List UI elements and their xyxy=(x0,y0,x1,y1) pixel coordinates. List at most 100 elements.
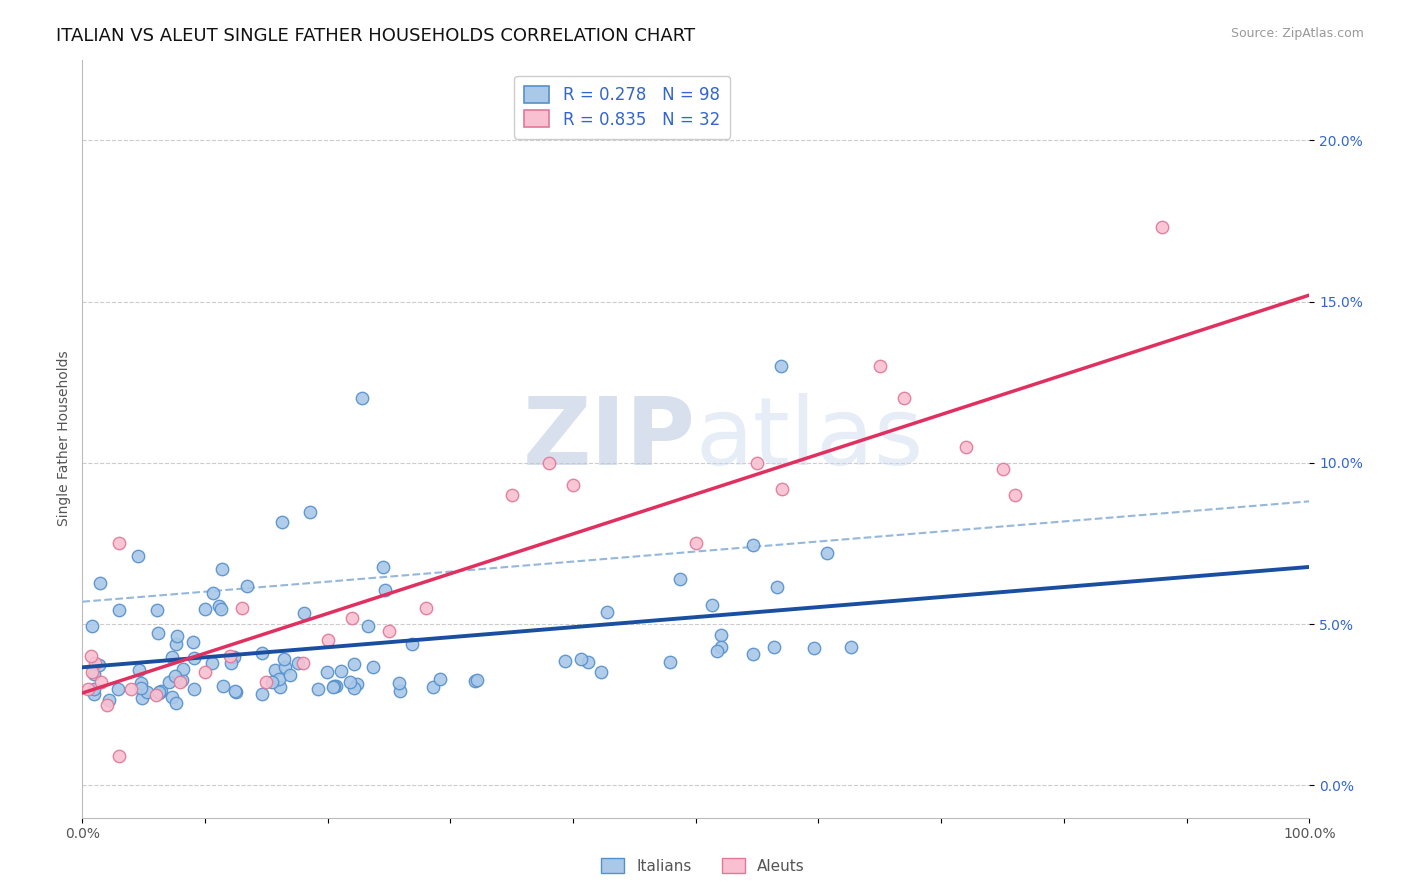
Point xyxy=(77,681,100,696)
Point xyxy=(893,392,915,406)
Point xyxy=(166,629,188,643)
Point xyxy=(108,749,131,764)
Point xyxy=(160,690,183,705)
Point xyxy=(839,640,862,654)
Point xyxy=(343,657,366,672)
Point xyxy=(401,637,423,651)
Point xyxy=(346,677,368,691)
Point xyxy=(287,656,309,670)
Point xyxy=(388,684,411,698)
Point xyxy=(274,660,297,674)
Point xyxy=(131,690,153,705)
Point xyxy=(1150,220,1173,235)
Point xyxy=(183,682,205,697)
Point xyxy=(273,652,295,666)
Point xyxy=(803,641,825,656)
Point xyxy=(127,549,149,564)
Point xyxy=(236,579,259,593)
Point xyxy=(766,580,789,594)
Point xyxy=(991,462,1014,476)
Point xyxy=(576,655,599,669)
Point xyxy=(299,505,322,519)
Point xyxy=(148,685,170,699)
Point xyxy=(157,675,180,690)
Point xyxy=(307,682,329,697)
Point xyxy=(278,668,301,682)
Point xyxy=(537,456,560,470)
Point xyxy=(465,673,488,687)
Point xyxy=(357,619,380,633)
Point xyxy=(388,675,411,690)
Point xyxy=(201,657,224,671)
Point xyxy=(224,683,246,698)
Point xyxy=(269,681,291,695)
Point xyxy=(955,440,977,454)
Point xyxy=(250,687,273,701)
Point xyxy=(815,546,838,560)
Point xyxy=(172,673,194,688)
Text: ZIP: ZIP xyxy=(523,392,696,484)
Point xyxy=(342,610,364,624)
Point xyxy=(181,635,204,649)
Point xyxy=(129,676,152,690)
Point xyxy=(150,684,173,698)
Point xyxy=(145,688,167,702)
Point xyxy=(322,680,344,694)
Point xyxy=(208,599,231,613)
Point xyxy=(322,679,344,693)
Point xyxy=(741,538,763,552)
Point xyxy=(250,646,273,660)
Point xyxy=(108,603,131,617)
Legend: R = 0.278   N = 98, R = 0.835   N = 32: R = 0.278 N = 98, R = 0.835 N = 32 xyxy=(515,76,730,138)
Point xyxy=(135,685,157,699)
Point xyxy=(292,606,315,620)
Point xyxy=(595,605,617,619)
Point xyxy=(378,624,401,638)
Point xyxy=(706,644,728,658)
Text: Source: ZipAtlas.com: Source: ZipAtlas.com xyxy=(1230,27,1364,40)
Point xyxy=(270,515,292,529)
Point xyxy=(658,655,681,669)
Point xyxy=(146,603,169,617)
Point xyxy=(591,665,613,679)
Point xyxy=(128,663,150,677)
Point xyxy=(160,649,183,664)
Point xyxy=(429,672,451,686)
Legend: Italians, Aleuts: Italians, Aleuts xyxy=(595,852,811,880)
Point xyxy=(90,675,112,690)
Point xyxy=(183,651,205,665)
Point xyxy=(554,654,576,668)
Point xyxy=(700,599,723,613)
Point xyxy=(292,656,315,670)
Point xyxy=(82,665,104,680)
Point xyxy=(97,692,120,706)
Point xyxy=(83,656,105,670)
Point xyxy=(165,696,187,710)
Point xyxy=(762,640,785,654)
Point xyxy=(129,681,152,695)
Y-axis label: Single Father Households: Single Father Households xyxy=(58,351,72,526)
Point xyxy=(165,669,187,683)
Point xyxy=(172,662,194,676)
Point xyxy=(741,647,763,661)
Point xyxy=(108,536,131,550)
Point xyxy=(343,681,366,696)
Point xyxy=(83,687,105,701)
Point xyxy=(83,681,105,696)
Point xyxy=(194,665,217,680)
Point xyxy=(209,601,232,615)
Point xyxy=(165,637,187,651)
Point xyxy=(562,478,585,492)
Point xyxy=(869,359,891,373)
Point xyxy=(260,675,283,690)
Point xyxy=(770,482,793,496)
Point xyxy=(80,649,103,664)
Point xyxy=(685,536,707,550)
Point xyxy=(83,667,105,681)
Point xyxy=(148,685,170,699)
Point xyxy=(339,674,361,689)
Point xyxy=(710,628,733,642)
Text: ITALIAN VS ALEUT SINGLE FATHER HOUSEHOLDS CORRELATION CHART: ITALIAN VS ALEUT SINGLE FATHER HOUSEHOLD… xyxy=(56,27,696,45)
Point xyxy=(225,684,247,698)
Point xyxy=(769,359,792,373)
